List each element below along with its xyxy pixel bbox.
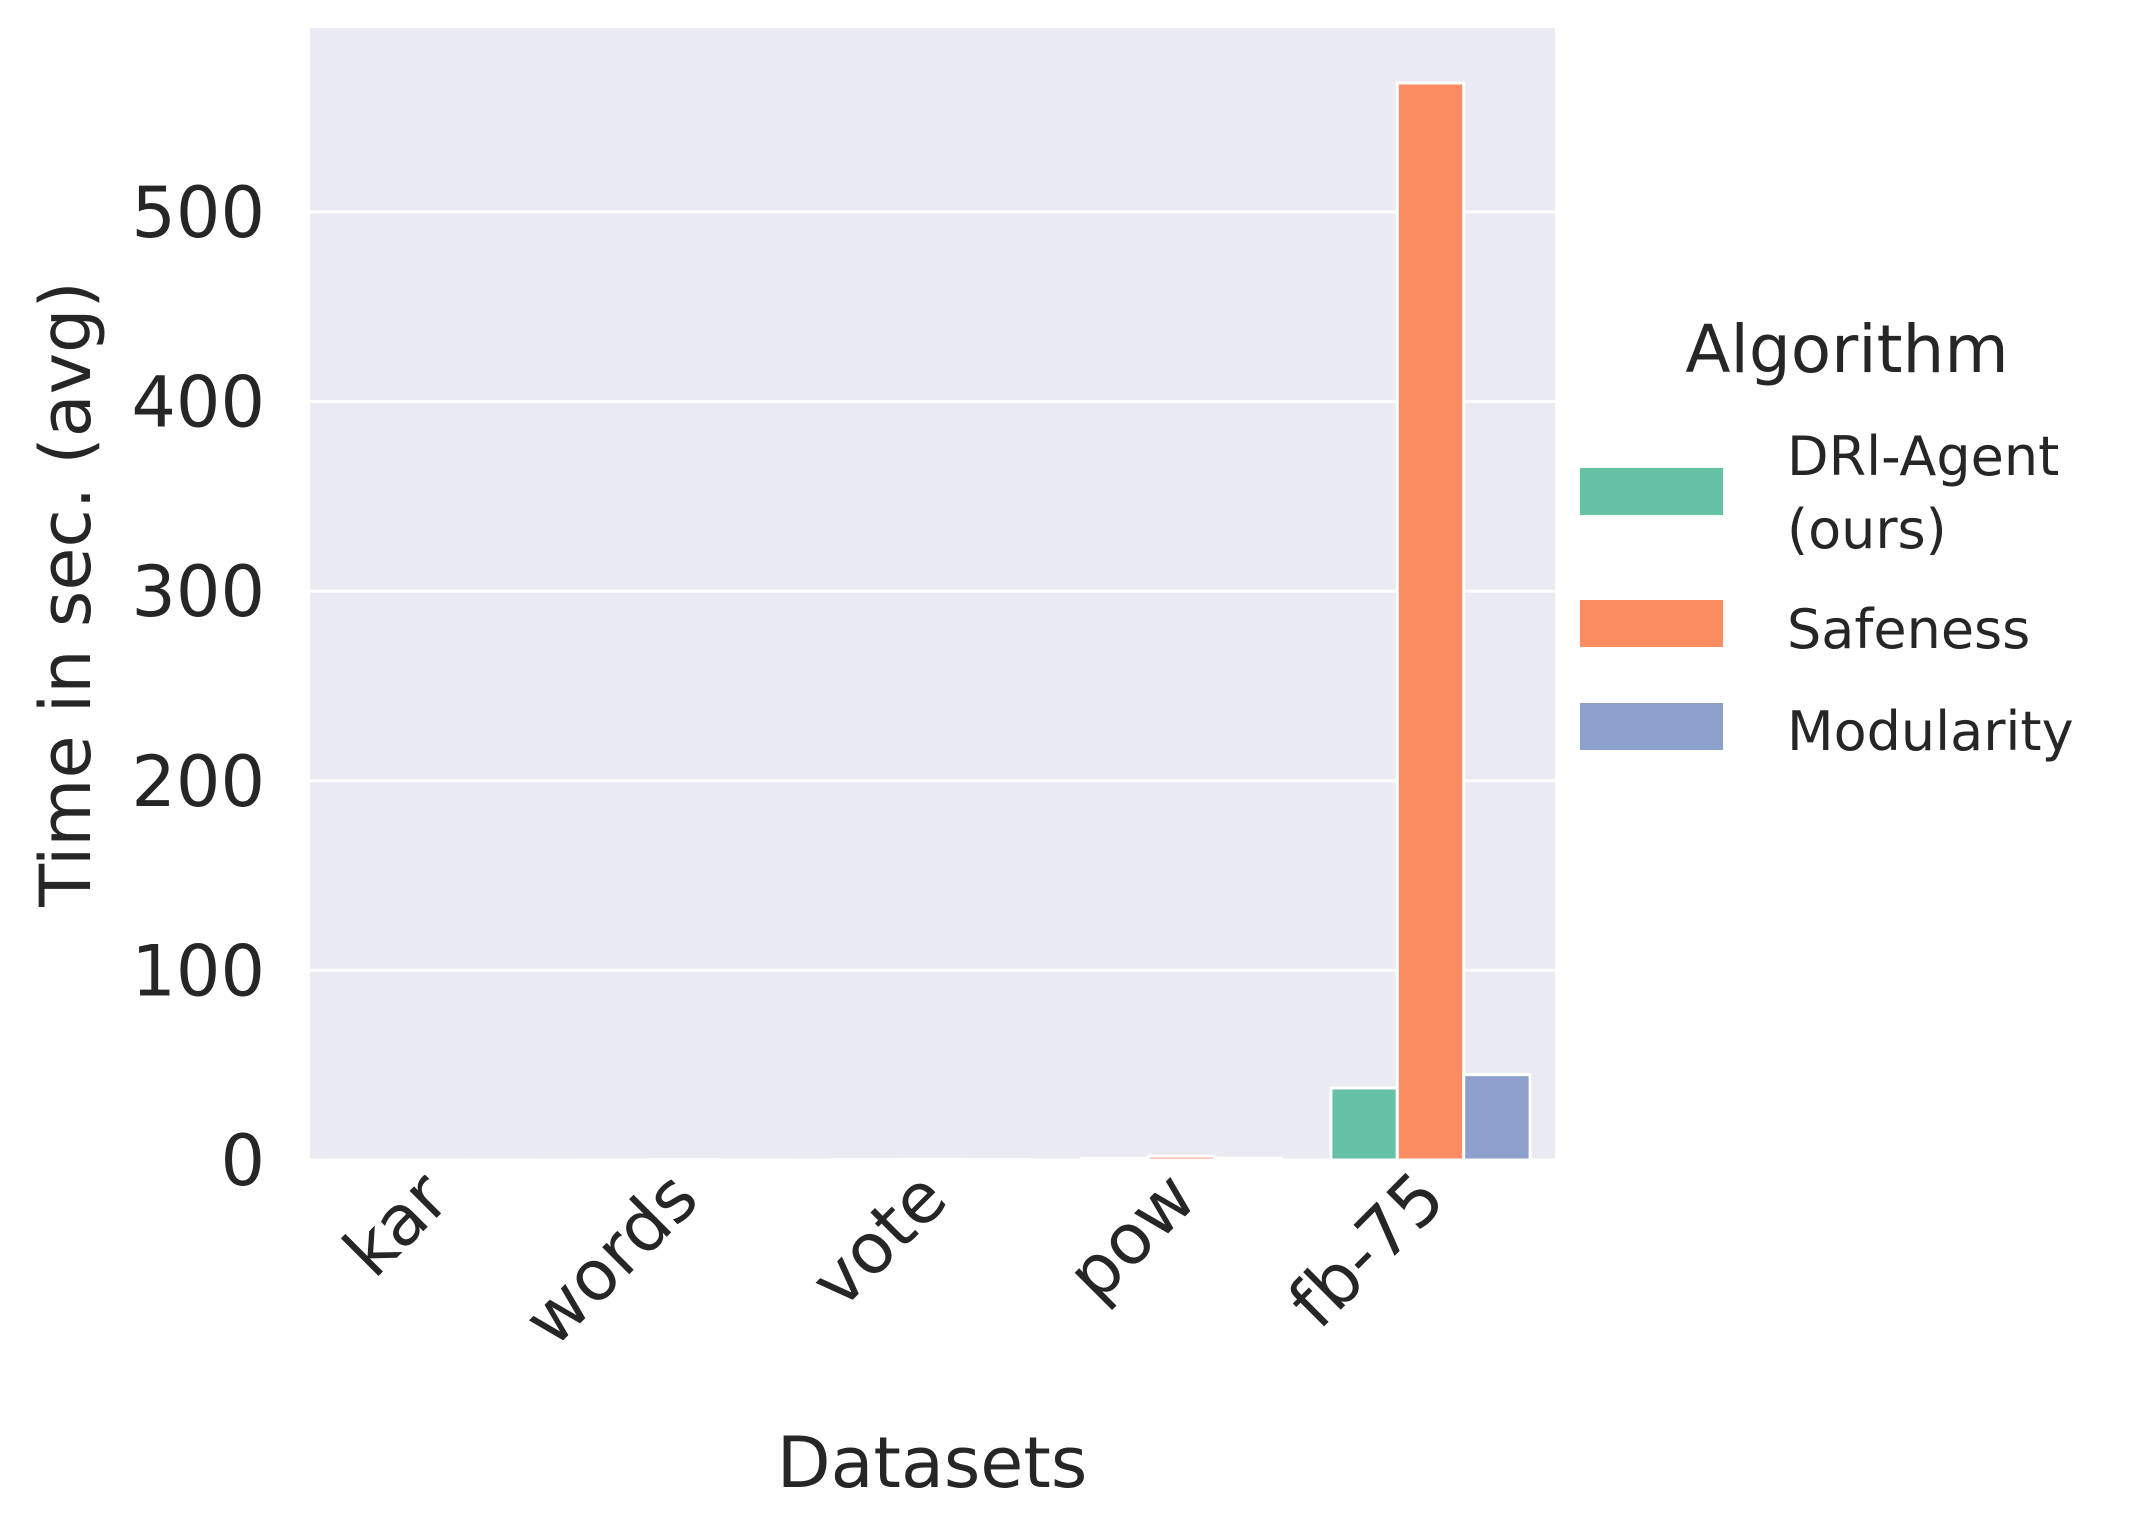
y-tick-label: 0 xyxy=(220,1120,265,1202)
y-tick-label: 500 xyxy=(131,172,265,254)
bar-pow-2 xyxy=(1213,1156,1283,1162)
legend-swatch xyxy=(1580,703,1723,750)
x-tick-label: pow xyxy=(1051,1156,1211,1316)
y-tick-labels: 0 100 200 300 400 500 xyxy=(131,172,265,1202)
legend-label: (ours) xyxy=(1787,498,1947,561)
bars xyxy=(333,81,1532,1162)
legend-title: Algorithm xyxy=(1685,311,2008,388)
x-tick-label: vote xyxy=(795,1156,962,1323)
y-tick-label: 400 xyxy=(131,362,265,444)
x-tick-label: fb-75 xyxy=(1273,1156,1461,1344)
x-axis-title: Datasets xyxy=(777,1422,1088,1504)
bar-fb-75-2 xyxy=(1462,1073,1532,1162)
x-tick-label: kar xyxy=(328,1156,465,1293)
x-tick-label: words xyxy=(508,1156,713,1361)
legend-label: Safeness xyxy=(1787,598,2030,661)
y-axis-title: Time in sec. (avg) xyxy=(25,281,107,908)
legend-swatch xyxy=(1580,600,1723,647)
x-tick-labels: kar words vote pow fb-75 xyxy=(328,1156,1460,1362)
bar-vote-1 xyxy=(897,1157,968,1162)
bar-pow-0 xyxy=(1080,1156,1150,1162)
legend: Algorithm DRl-Agent (ours) Safeness Modular… xyxy=(1580,311,2074,763)
legend-label: DRl-Agent xyxy=(1787,425,2059,488)
y-tick-label: 100 xyxy=(131,930,265,1012)
legend-label: Modularity xyxy=(1787,700,2074,763)
bar-fb-75-0 xyxy=(1329,1086,1399,1162)
bar-fb-75-1 xyxy=(1395,81,1466,1162)
plot-background xyxy=(310,28,1555,1160)
bar-pow-1 xyxy=(1146,1154,1217,1162)
y-tick-label: 200 xyxy=(131,741,265,823)
legend-swatch xyxy=(1580,468,1723,515)
y-tick-label: 300 xyxy=(131,551,265,633)
